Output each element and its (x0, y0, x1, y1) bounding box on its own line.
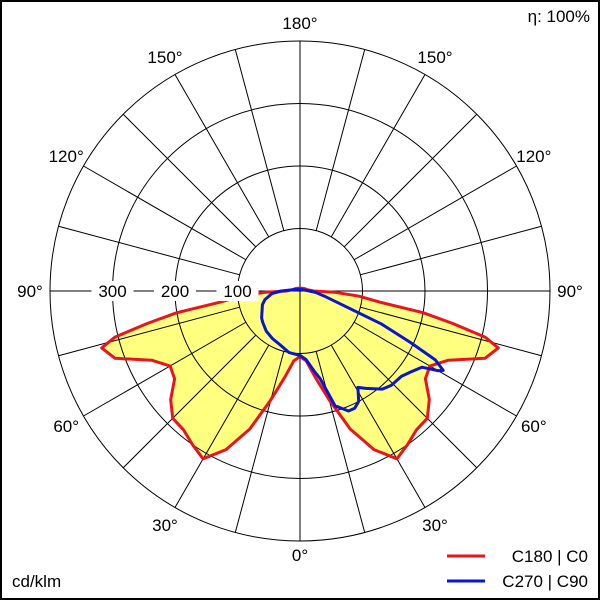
angle-label-30: 30° (152, 516, 178, 535)
grid-spoke (174, 74, 270, 238)
grid-spoke (58, 306, 240, 357)
tick-label-bg (154, 281, 196, 301)
series-fill-1 (261, 289, 444, 411)
angle-label-60: 60° (521, 417, 547, 436)
grid-spoke (83, 321, 247, 417)
grid-spoke (174, 344, 270, 508)
angle-label-30: 30° (422, 516, 448, 535)
tick-label-bg (216, 281, 259, 301)
grid-spoke (343, 113, 478, 248)
grid-spoke (360, 306, 542, 357)
unit-label: cd/klm (12, 572, 61, 591)
grid-spoke (234, 49, 285, 231)
grid-spoke (122, 113, 257, 248)
grid-spoke (330, 74, 426, 238)
angle-label-150: 150° (417, 48, 452, 67)
angle-label-90: 90° (17, 282, 43, 301)
series-fill-0 (101, 287, 499, 459)
radial-tick-label: 200 (161, 282, 189, 301)
grid-spoke (83, 165, 247, 261)
grid-spoke (122, 334, 257, 469)
legend-label-1: C270 | C90 (502, 572, 588, 591)
angle-label-180: 180° (282, 14, 317, 33)
grid-spoke (234, 351, 285, 533)
grid-spoke (360, 225, 542, 276)
grid-spoke (315, 351, 366, 533)
radial-tick-label: 300 (98, 282, 126, 301)
angle-label-150: 150° (147, 48, 182, 67)
grid-spoke (343, 334, 478, 469)
legend-label-0: C180 | C0 (512, 547, 588, 566)
grid-spoke (315, 49, 366, 231)
angle-label-90: 90° (557, 282, 583, 301)
radial-tick-label: 100 (223, 282, 251, 301)
grid-spoke (58, 225, 240, 276)
grid-spoke (330, 344, 426, 508)
angle-label-60: 60° (53, 417, 79, 436)
grid-spoke (353, 165, 517, 261)
tick-label-bg (91, 281, 134, 301)
angle-label-120: 120° (516, 147, 551, 166)
angle-label-120: 120° (49, 147, 84, 166)
series-line-1 (260, 287, 445, 413)
angle-label-0: 0° (292, 546, 308, 565)
efficiency-label: η: 100% (528, 7, 590, 26)
